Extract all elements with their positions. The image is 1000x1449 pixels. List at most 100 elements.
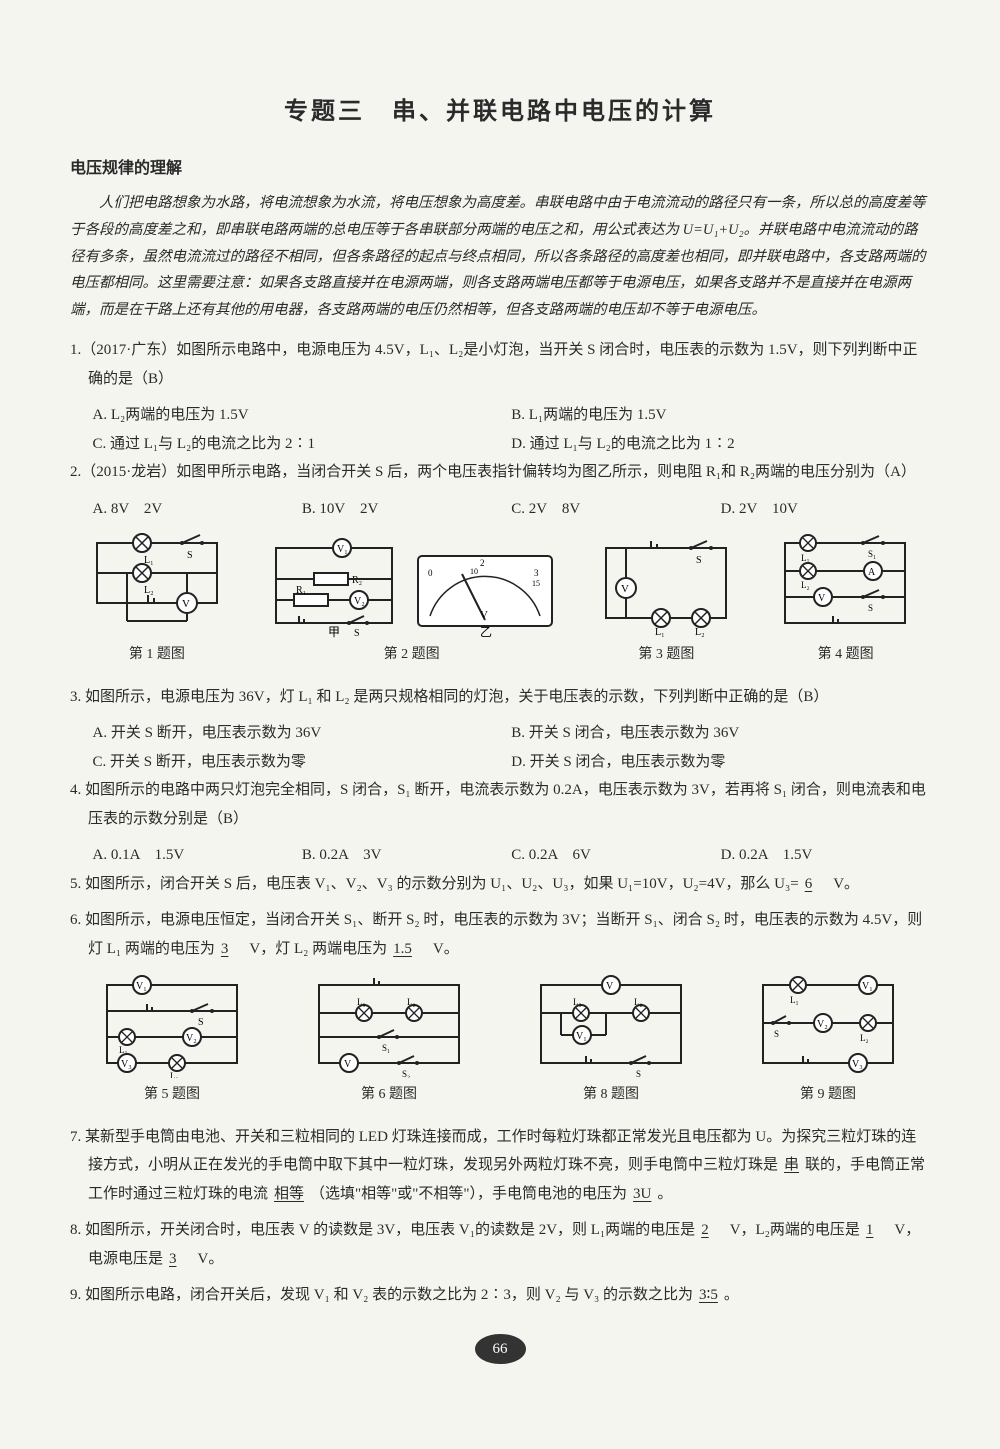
q4-option-d: D. 0.2A 1.5V <box>721 841 930 870</box>
svg-text:S: S <box>868 603 873 613</box>
q7-tail: 。 <box>657 1186 672 1202</box>
circuit-2a-svg: V₁ R₂ R₁ V₂ S 甲 <box>264 538 404 638</box>
diagrams-row-1: L₁ S L₂ V 第 1 题图 V₁ <box>70 533 930 669</box>
svg-text:V₁: V₁ <box>136 981 147 992</box>
diagram-3: S V L₁ L₂ 第 3 题图 <box>591 533 741 669</box>
q8-a2: 1 <box>860 1222 880 1238</box>
svg-text:S: S <box>774 1029 779 1039</box>
q8-a1: 2 <box>695 1222 715 1238</box>
circuit-8-svg: V L₁ L₂ V₁ S <box>526 973 696 1078</box>
svg-text:V₁: V₁ <box>862 981 873 992</box>
svg-text:L₁: L₁ <box>801 553 810 563</box>
question-4: 4. 如图所示的电路中两只灯泡完全相同，S 闭合，S₁ 断开，电流表示数为 0.… <box>70 776 930 833</box>
svg-text:S₁: S₁ <box>382 1043 390 1053</box>
svg-text:L₂: L₂ <box>801 580 810 590</box>
diagram-4: L₁ S₁ L₂ A V S 第 4 题图 <box>773 533 918 669</box>
diagrams-row-2: V₁ S L₁ V₂ V₃ L₂ 第 5 题图 <box>70 973 930 1109</box>
svg-text:V₁: V₁ <box>576 1031 587 1042</box>
q6-mid: V，灯 L₂ 两端电压为 <box>234 941 387 957</box>
q4-text: 4. 如图所示的电路中两只灯泡完全相同，S 闭合，S₁ 断开，电流表示数为 0.… <box>70 782 926 827</box>
diagram-2-label: 第 2 题图 <box>264 642 560 669</box>
question-9: 9. 如图所示电路，闭合开关后，发现 V₁ 和 V₂ 表的示数之比为 2∶3，则… <box>70 1281 930 1310</box>
q3-answer: B <box>803 689 813 705</box>
q7-a1: 串 <box>778 1157 805 1173</box>
diagram-2: V₁ R₂ R₁ V₂ S 甲 <box>264 538 560 669</box>
circuit-6-svg: L₁ L₂ S₁ V S₂ <box>304 973 474 1078</box>
diagram-9: V₁ L₁ S V₂ L₂ V₃ 第 9 题图 <box>748 973 908 1109</box>
diagram-6-label: 第 6 题图 <box>304 1082 474 1109</box>
q3-option-d: D. 开关 S 闭合，电压表示数为零 <box>511 748 930 777</box>
svg-text:A: A <box>868 567 876 578</box>
q1-option-a: A. L₂两端的电压为 1.5V <box>93 401 512 430</box>
svg-text:3: 3 <box>534 568 539 578</box>
svg-text:L₂: L₂ <box>634 997 643 1007</box>
q2-option-d: D. 2V 10V <box>721 495 930 524</box>
intro-paragraph: 人们把电路想象为水路，将电流想象为水流，将电压想象为高度差。串联电路中由于电流流… <box>70 190 930 324</box>
svg-text:S: S <box>354 628 360 638</box>
q4-answer: B <box>223 811 233 827</box>
question-3: 3. 如图所示，电源电压为 36V，灯 L₁ 和 L₂ 是两只规格相同的灯泡，关… <box>70 683 930 712</box>
q4-tail: ） <box>233 811 248 827</box>
q2-option-c: C. 2V 8V <box>511 495 720 524</box>
q2-options: A. 8V 2V B. 10V 2V C. 2V 8V D. 2V 10V <box>70 495 930 524</box>
page-number-value: 66 <box>475 1334 526 1365</box>
question-2: 2.（2015·龙岩）如图甲所示电路，当闭合开关 S 后，两个电压表指针偏转均为… <box>70 458 930 487</box>
svg-text:V: V <box>480 609 488 621</box>
q1-options: A. L₂两端的电压为 1.5V B. L₁两端的电压为 1.5V C. 通过 … <box>70 401 930 458</box>
q4-option-b: B. 0.2A 3V <box>302 841 511 870</box>
q6-a1: 3 <box>215 941 235 957</box>
q7-a3: 3U <box>627 1186 657 1202</box>
svg-text:V: V <box>344 1059 352 1070</box>
svg-text:10: 10 <box>470 567 478 576</box>
svg-text:V₂: V₂ <box>354 596 365 607</box>
q9-text: 9. 如图所示电路，闭合开关后，发现 V₁ 和 V₂ 表的示数之比为 2∶3，则… <box>70 1287 693 1303</box>
q9-answer: 3∶5 <box>693 1287 724 1303</box>
svg-text:V: V <box>621 583 629 595</box>
svg-text:S₁: S₁ <box>868 549 876 559</box>
q2-answer: A <box>890 464 901 480</box>
q6-text: 6. 如图所示，电源电压恒定，当闭合开关 S₁、断开 S₂ 时，电压表的示数为 … <box>70 912 922 957</box>
q9-tail: 。 <box>724 1287 739 1303</box>
diagram-4-label: 第 4 题图 <box>773 642 918 669</box>
svg-text:S: S <box>696 555 702 566</box>
q3-option-b: B. 开关 S 闭合，电压表示数为 36V <box>511 719 930 748</box>
q4-options: A. 0.1A 1.5V B. 0.2A 3V C. 0.2A 6V D. 0.… <box>70 841 930 870</box>
q5-tail: V。 <box>818 876 859 892</box>
svg-text:V₂: V₂ <box>817 1019 828 1030</box>
svg-text:乙: 乙 <box>480 625 492 638</box>
q3-option-a: A. 开关 S 断开，电压表示数为 36V <box>93 719 512 748</box>
svg-text:V₂: V₂ <box>186 1033 197 1044</box>
svg-text:L₂: L₂ <box>144 585 154 596</box>
section-header: 电压规律的理解 <box>70 154 930 184</box>
page-title: 专题三 串、并联电路中电压的计算 <box>70 90 930 136</box>
circuit-1-svg: L₁ S L₂ V <box>82 533 232 638</box>
diagram-5-label: 第 5 题图 <box>92 1082 252 1109</box>
q6-tail: V。 <box>418 941 459 957</box>
q1-text: 1.（2017·广东）如图所示电路中，电源电压为 4.5V，L₁、L₂是小灯泡，… <box>70 342 918 387</box>
q3-text: 3. 如图所示，电源电压为 36V，灯 L₁ 和 L₂ 是两只规格相同的灯泡，关… <box>70 689 803 705</box>
q6-a2: 1.5 <box>387 941 418 957</box>
svg-text:R₂: R₂ <box>352 575 362 586</box>
q8-tail: V。 <box>183 1251 224 1267</box>
q4-option-a: A. 0.1A 1.5V <box>93 841 302 870</box>
question-1: 1.（2017·广东）如图所示电路中，电源电压为 4.5V，L₁、L₂是小灯泡，… <box>70 336 930 393</box>
q2-option-b: B. 10V 2V <box>302 495 511 524</box>
svg-text:L₁: L₁ <box>655 627 665 638</box>
circuit-9-svg: V₁ L₁ S V₂ L₂ V₃ <box>748 973 908 1078</box>
circuit-4-svg: L₁ S₁ L₂ A V S <box>773 533 918 638</box>
svg-text:L₂: L₂ <box>170 1071 179 1078</box>
question-5: 5. 如图所示，闭合开关 S 后，电压表 V₁、V₂、V₃ 的示数分别为 U₁、… <box>70 870 930 899</box>
q8-text: 8. 如图所示，开关闭合时，电压表 V 的读数是 3V，电压表 V₁的读数是 2… <box>70 1222 695 1238</box>
q3-tail: ） <box>813 689 828 705</box>
svg-text:S: S <box>198 1017 204 1028</box>
svg-text:V₃: V₃ <box>121 1059 132 1070</box>
diagram-8: V L₁ L₂ V₁ S 第 8 题图 <box>526 973 696 1109</box>
q5-answer: 6 <box>799 876 819 892</box>
meter-svg: 0 2 3 10 15 V 乙 <box>410 538 560 638</box>
svg-text:甲: 甲 <box>328 625 340 638</box>
svg-text:R₁: R₁ <box>296 585 306 596</box>
svg-text:2: 2 <box>480 558 485 568</box>
svg-text:V: V <box>818 593 826 604</box>
q8-mid1: V，L₂两端的电压是 <box>715 1222 860 1238</box>
question-6: 6. 如图所示，电源电压恒定，当闭合开关 S₁、断开 S₂ 时，电压表的示数为 … <box>70 906 930 963</box>
